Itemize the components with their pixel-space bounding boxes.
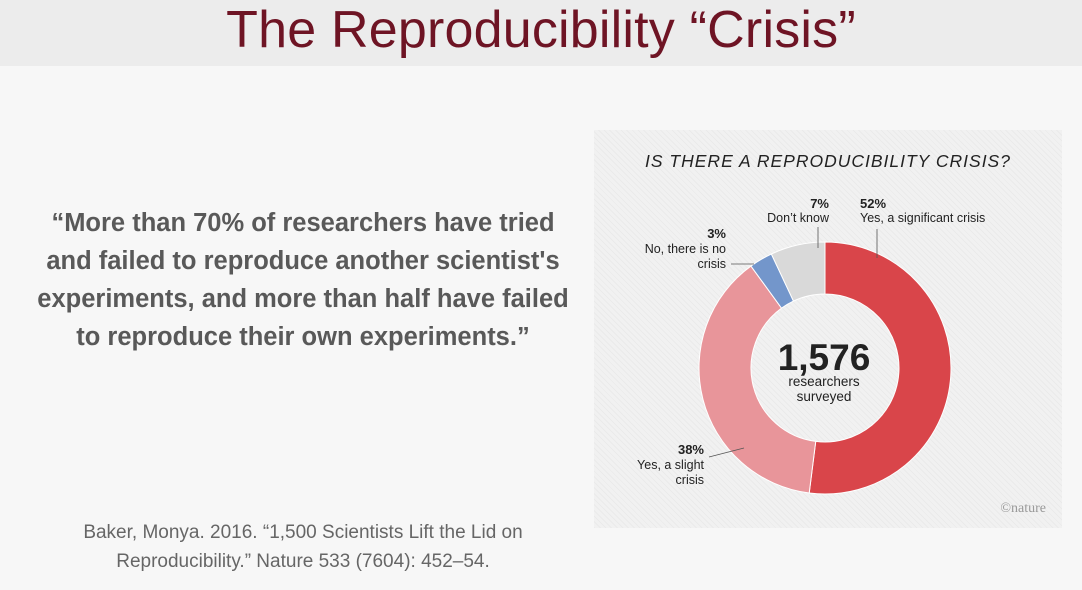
chart-panel: IS THERE A REPRODUCIBILITY CRISIS? 1,576… [594,130,1062,528]
donut-slice-1 [698,265,817,494]
donut-slice-0 [808,241,952,495]
slice-label-name-1b: crisis [676,473,704,487]
slide-title: The Reproducibility “Crisis” [226,1,856,59]
slice-label-name-0: Yes, a significant crisis [860,211,985,225]
slice-label-pct-1: 38% [678,442,704,457]
donut-slice-3 [770,241,826,302]
slice-label-name-1a: Yes, a slight [637,458,704,472]
slice-label-name-3: Don’t know [767,211,830,225]
leader-line-3 [708,447,745,458]
center-value: 1,576 [778,337,871,378]
nature-watermark: ©nature [1000,501,1046,516]
slice-label-pct-2: 3% [707,226,726,241]
center-label-1: researchers [788,374,860,389]
citation-line-1: Baker, Monya. 2016. “1,500 Scientists Li… [83,522,523,543]
donut-slices [698,241,952,495]
donut-chart: IS THERE A REPRODUCIBILITY CRISIS? 1,576… [637,151,1046,516]
quote-text: “More than 70% of researchers have tried… [37,209,569,351]
slice-label-name-2a: No, there is no [645,242,726,256]
chart-title: IS THERE A REPRODUCIBILITY CRISIS? [645,151,1011,171]
citation-line-2: Reproducibility.” Nature 533 (7604): 452… [116,551,490,572]
slice-label-pct-0: 52% [860,196,886,211]
leader-lines [708,227,878,458]
slice-label-pct-3: 7% [810,196,829,211]
slice-label-name-2b: crisis [698,257,726,271]
citation: Baker, Monya. 2016. “1,500 Scientists Li… [30,518,576,576]
title-bar: The Reproducibility “Crisis” [0,0,1082,66]
center-label-2: surveyed [797,389,852,404]
